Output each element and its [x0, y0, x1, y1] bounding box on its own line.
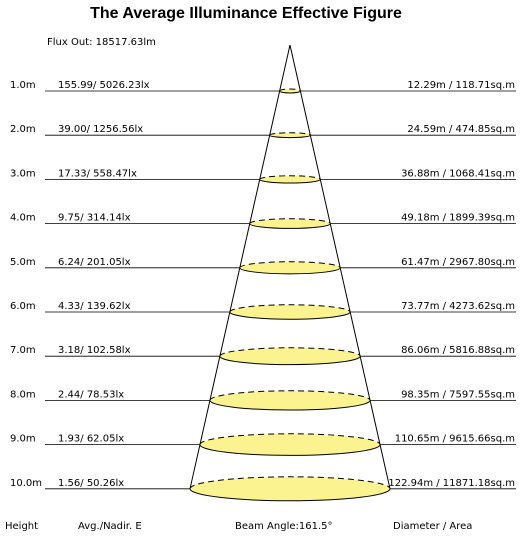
light-spot: [229, 304, 351, 320]
light-spot: [259, 175, 321, 184]
spot-front: [269, 134, 311, 139]
spot-front: [219, 356, 361, 366]
row-height: 7.0m: [10, 345, 36, 356]
row-size: 98.35m / 7597.55sq.m: [401, 389, 515, 400]
row-height: 1.0m: [10, 80, 36, 91]
spot-front: [259, 179, 321, 184]
row-size: 86.06m / 5816.88sq.m: [401, 345, 515, 356]
row-size: 24.59m / 474.85sq.m: [407, 124, 515, 135]
spot-back: [249, 218, 331, 224]
footer-beam: Beam Angle:161.5°: [235, 521, 333, 532]
row-height: 2.0m: [10, 124, 36, 135]
row-avg: 3.18/ 102.58lx: [58, 345, 131, 356]
row-height: 4.0m: [10, 213, 36, 224]
light-spot: [209, 390, 371, 411]
light-spot: [219, 347, 361, 365]
light-spot: [269, 132, 311, 138]
row-size: 61.47m / 2967.80sq.m: [401, 257, 515, 268]
footer-avg: Avg./Nadir. E: [78, 521, 142, 532]
rows: 1.0m 155.99/ 5026.23lx 12.29m / 118.71sq.m…: [10, 44, 516, 502]
spot-front: [229, 311, 351, 320]
spot-front: [209, 400, 371, 411]
spot-back: [209, 390, 371, 401]
row-size: 12.29m / 118.71sq.m: [407, 80, 515, 91]
row-avg: 2.44/ 78.53lx: [58, 389, 124, 400]
row-height: 6.0m: [10, 301, 36, 312]
light-spot: [279, 89, 301, 93]
row-height: 8.0m: [10, 389, 36, 400]
light-spot: [239, 261, 341, 274]
spot-front: [189, 488, 391, 502]
row-avg: 6.24/ 201.05lx: [58, 257, 131, 268]
spot-back: [229, 304, 351, 313]
spot-front: [279, 90, 301, 94]
footer-height: Height: [5, 521, 38, 532]
row-avg: 4.33/ 139.62lx: [58, 301, 131, 312]
spot-back: [189, 476, 391, 489]
spot-front: [199, 444, 381, 456]
row-height: 5.0m: [10, 257, 36, 268]
spot-front: [249, 223, 331, 229]
spot-back: [259, 175, 321, 180]
spot-back: [219, 347, 361, 357]
row-size: 73.77m / 4273.62sq.m: [401, 301, 515, 312]
row-size: 49.18m / 1899.39sq.m: [401, 213, 515, 224]
spot-front: [239, 267, 341, 275]
light-spot: [249, 218, 331, 229]
row-avg: 39.00/ 1256.56lx: [58, 124, 143, 135]
spot-back: [269, 132, 311, 136]
row-size: 110.65m / 9615.66sq.m: [395, 434, 515, 445]
footer-size: Diameter / Area: [393, 521, 472, 532]
spot-back: [239, 261, 341, 269]
spot-back: [199, 433, 381, 445]
row-height: 10.0m: [10, 478, 42, 489]
light-spot: [190, 476, 390, 501]
row-height: 3.0m: [10, 168, 36, 179]
row-avg: 1.56/ 50.26lx: [58, 478, 124, 489]
row-avg: 9.75/ 314.14lx: [58, 213, 131, 224]
title: The Average Illuminance Effective Figure: [90, 5, 402, 22]
flux-out: Flux Out: 18517.63lm: [47, 37, 156, 48]
row-avg: 17.33/ 558.47lx: [58, 168, 137, 179]
row-height: 9.0m: [10, 434, 36, 445]
light-spot: [199, 433, 381, 456]
row-avg: 1.93/ 62.05lx: [58, 434, 124, 445]
row-avg: 155.99/ 5026.23lx: [58, 80, 150, 91]
row-size: 122.94m / 11871.18sq.m: [388, 478, 515, 489]
row-size: 36.88m / 1068.41sq.m: [401, 168, 515, 179]
spot-back: [279, 88, 301, 92]
